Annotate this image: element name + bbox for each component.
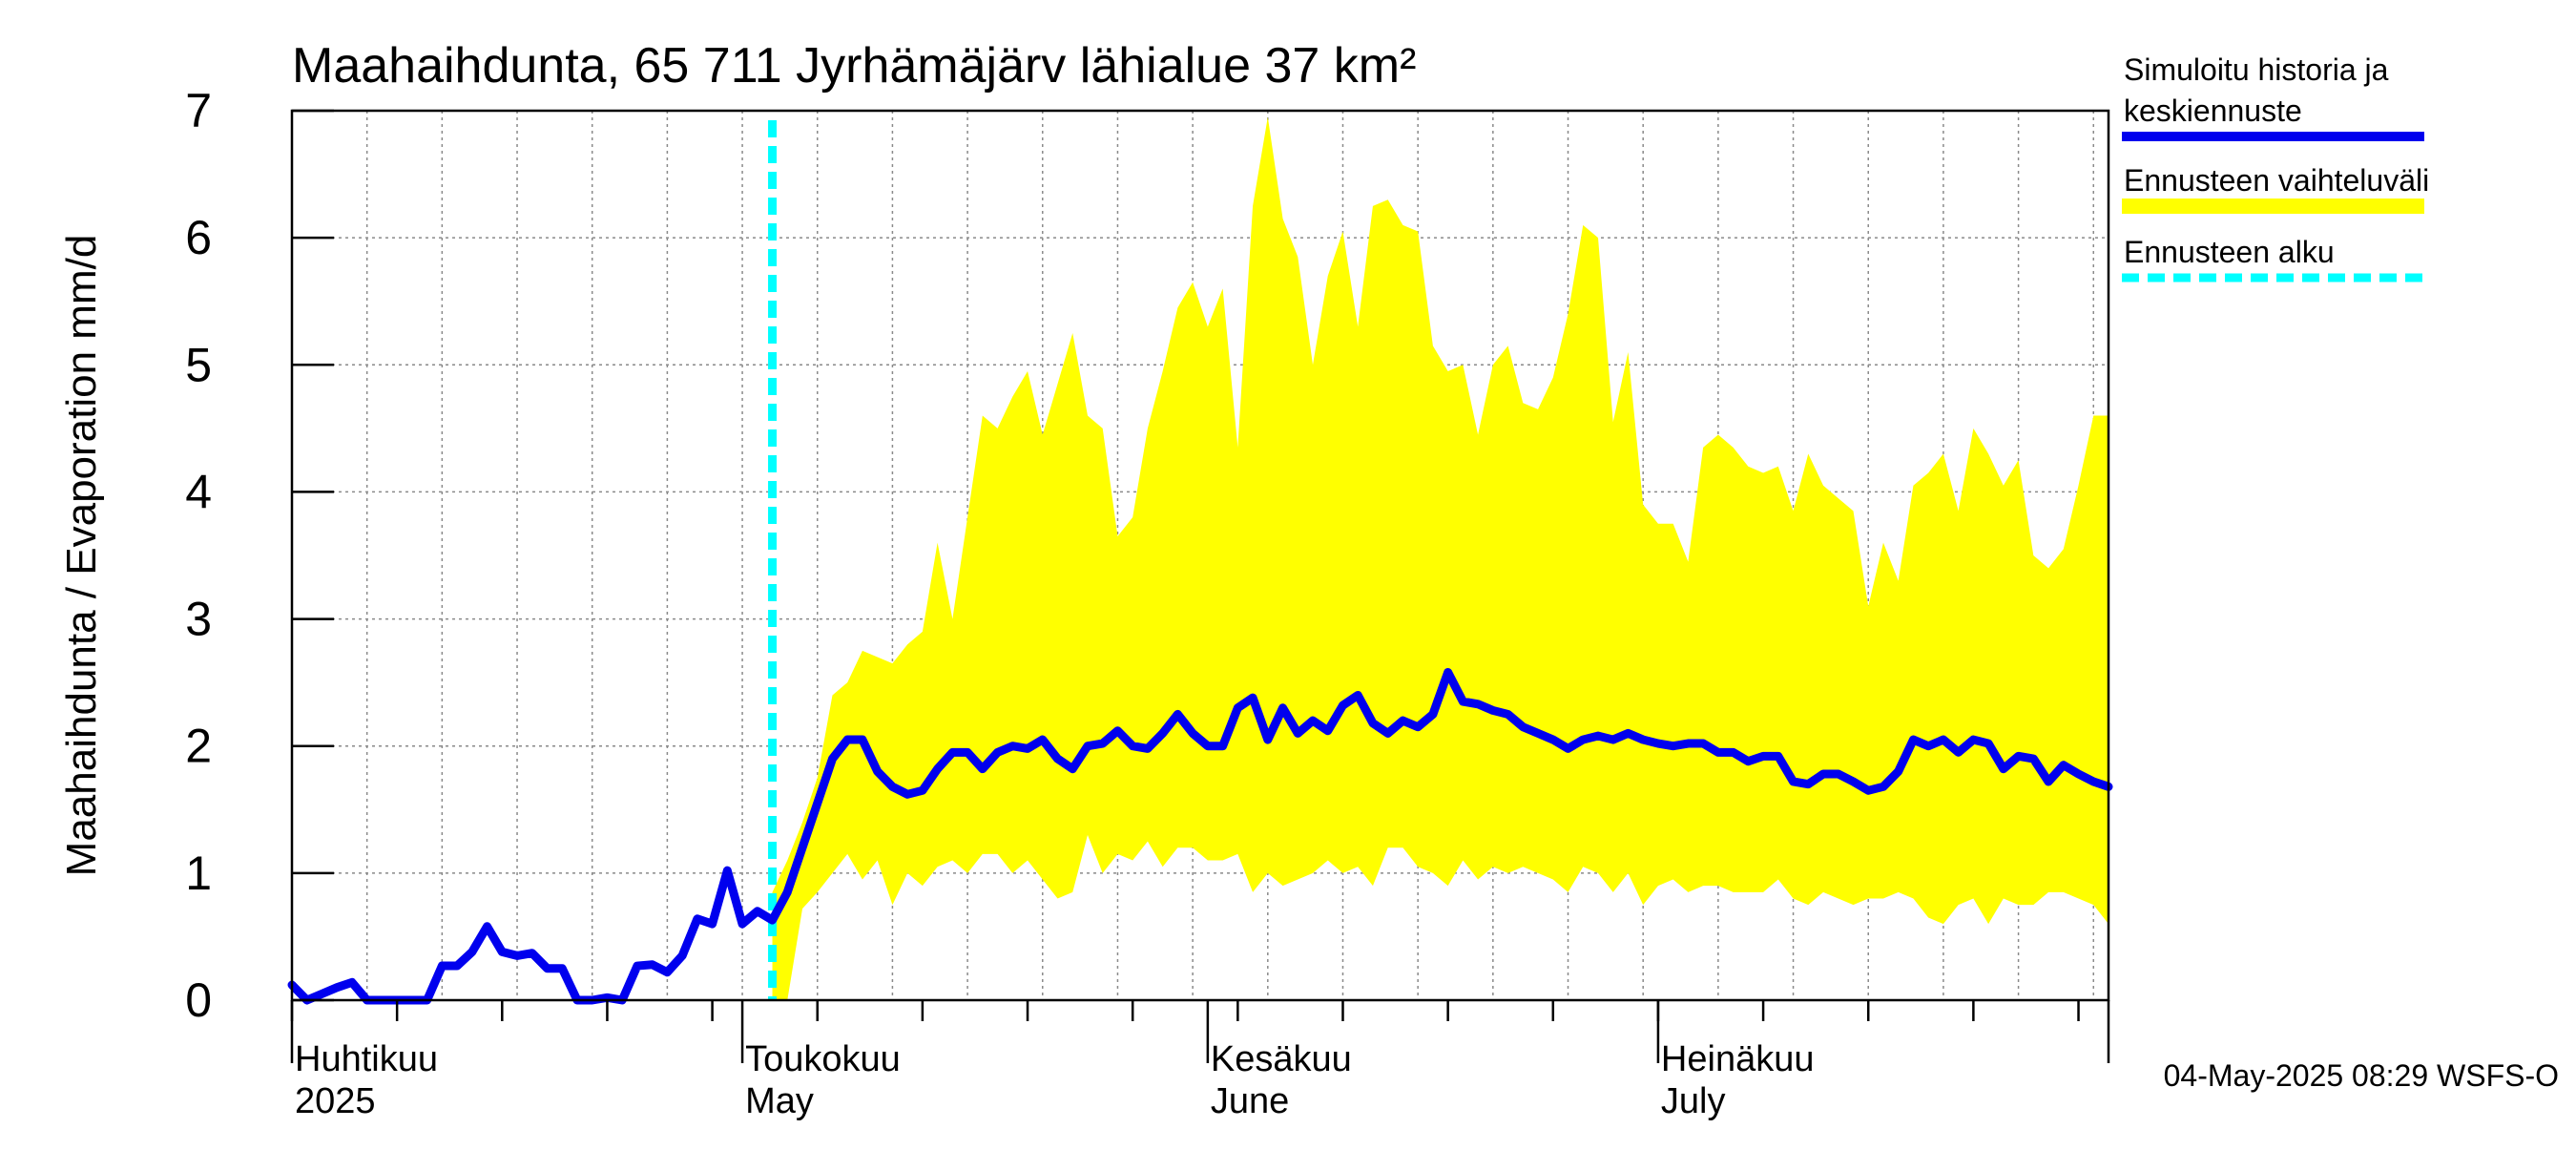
x-month-label: Heinäkuu <box>1661 1039 1815 1079</box>
legend: Simuloitu historia ja keskiennuste Ennus… <box>2122 52 2429 282</box>
y-tick-label: 0 <box>185 973 212 1027</box>
forecast-range-band <box>772 116 2109 1000</box>
legend-label-forecast-start: Ennusteen alku <box>2124 235 2335 269</box>
y-axis-label: Maahaihdunta / Evaporation mm/d <box>58 235 105 877</box>
x-month-label: Huhtikuu <box>295 1039 438 1079</box>
y-axis: 0 1 2 3 4 5 6 7 <box>185 84 334 1027</box>
timestamp-footer: 04-May-2025 08:29 WSFS-O <box>2164 1058 2559 1093</box>
x-month-sublabel: 2025 <box>295 1081 376 1121</box>
forecast-range-area <box>772 116 2109 1000</box>
x-month-sublabel: June <box>1211 1081 1289 1121</box>
plot-frame <box>290 109 2110 1002</box>
x-month-sublabel: July <box>1661 1081 1726 1121</box>
x-month-label: Kesäkuu <box>1211 1039 1352 1079</box>
legend-label-simulated-line1: Simuloitu historia ja <box>2124 52 2389 87</box>
y-tick-label: 1 <box>185 847 212 900</box>
y-tick-label: 6 <box>185 211 212 264</box>
y-tick-label: 7 <box>185 84 212 137</box>
legend-label-simulated-line2: keskiennuste <box>2124 94 2302 128</box>
y-tick-label: 2 <box>185 720 212 773</box>
x-month-sublabel: May <box>745 1081 814 1121</box>
chart-title: Maahaihdunta, 65 711 Jyrhämäjärv lähialu… <box>292 38 1416 94</box>
y-tick-label: 3 <box>185 593 212 646</box>
x-month-label: Toukokuu <box>745 1039 901 1079</box>
y-tick-label: 5 <box>185 338 212 391</box>
legend-label-range: Ennusteen vaihteluväli <box>2124 163 2429 198</box>
y-tick-label: 4 <box>185 465 212 518</box>
